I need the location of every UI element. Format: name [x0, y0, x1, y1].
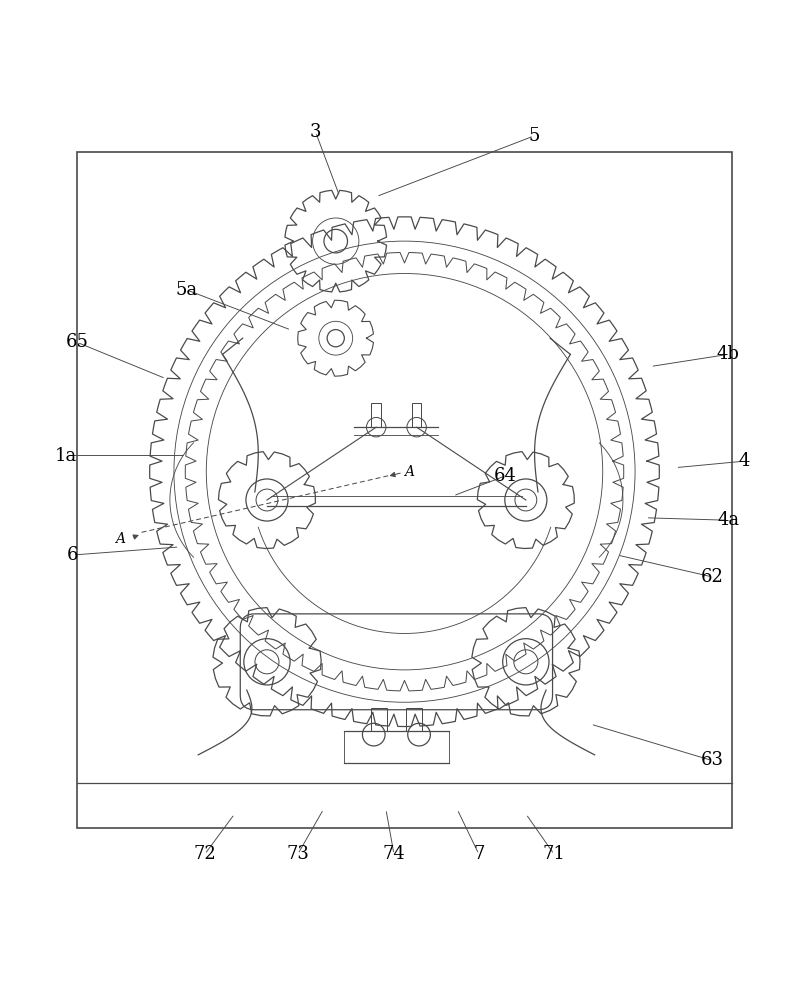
Text: 73: 73: [286, 845, 309, 863]
Text: 4: 4: [739, 452, 750, 470]
Text: 1a: 1a: [55, 447, 78, 465]
Text: A: A: [404, 465, 414, 479]
Text: 74: 74: [383, 845, 405, 863]
Text: 65: 65: [66, 333, 88, 351]
Text: 6: 6: [67, 546, 78, 564]
Text: A: A: [116, 532, 125, 546]
Text: 4a: 4a: [717, 511, 739, 529]
Text: 5: 5: [528, 127, 540, 145]
Text: 4b: 4b: [717, 345, 739, 363]
Text: 3: 3: [310, 123, 321, 141]
Text: 62: 62: [701, 568, 723, 586]
Text: 63: 63: [701, 751, 723, 769]
Text: 5a: 5a: [175, 281, 197, 299]
Text: 71: 71: [543, 845, 565, 863]
Text: 72: 72: [193, 845, 216, 863]
Text: 64: 64: [494, 467, 517, 485]
Text: 7: 7: [473, 845, 485, 863]
